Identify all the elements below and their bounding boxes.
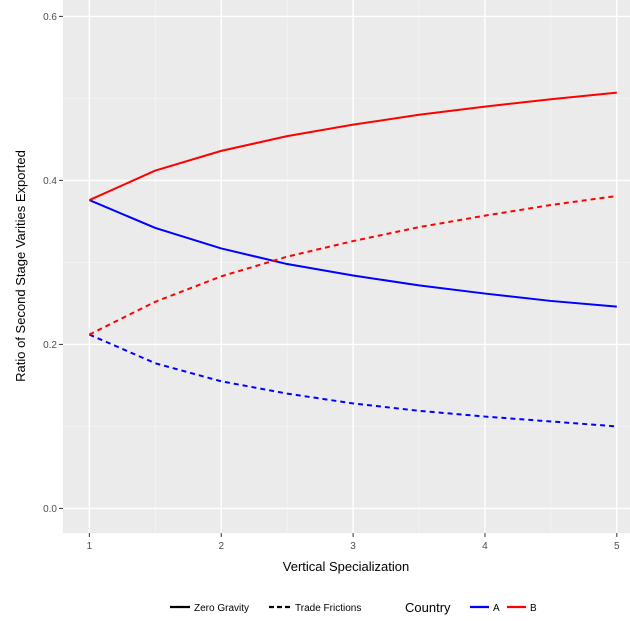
y-axis: 0.0 0.2 0.4 0.6	[43, 12, 63, 515]
x-tick-label: 5	[614, 541, 620, 552]
y-tick-label: 0.2	[43, 340, 57, 351]
legend-label-zero-gravity: Zero Gravity	[194, 603, 249, 614]
y-tick-label: 0.0	[43, 504, 57, 515]
x-axis: 1 2 3 4 5	[87, 533, 620, 552]
x-tick-label: 4	[482, 541, 488, 552]
y-axis-title: Ratio of Second Stage Varities Exported	[13, 150, 28, 382]
legend-label-a: A	[493, 603, 500, 614]
series-line-a-dashed	[88, 333, 617, 428]
x-axis-title: Vertical Specialization	[283, 559, 409, 574]
legend-title-country: Country	[405, 600, 451, 615]
legend-country: Country A B	[405, 600, 537, 615]
x-tick-label: 2	[218, 541, 224, 552]
major-gridlines	[63, 0, 630, 533]
series-layer	[88, 91, 617, 428]
plot-panel	[63, 0, 630, 533]
legend-label-trade-frictions: Trade Frictions	[295, 603, 361, 614]
minor-gridlines	[63, 0, 630, 533]
series-line-b-solid	[88, 91, 617, 201]
x-tick-label: 3	[350, 541, 356, 552]
series-line-a-solid	[88, 199, 617, 308]
y-tick-label: 0.6	[43, 12, 57, 23]
y-tick-label: 0.4	[43, 176, 57, 187]
legend: Zero Gravity Trade Frictions Country A B	[170, 600, 537, 615]
series-line-b-dashed	[88, 194, 617, 336]
x-tick-label: 1	[87, 541, 93, 552]
legend-linetype: Zero Gravity Trade Frictions	[170, 603, 361, 614]
legend-label-b: B	[530, 603, 537, 614]
